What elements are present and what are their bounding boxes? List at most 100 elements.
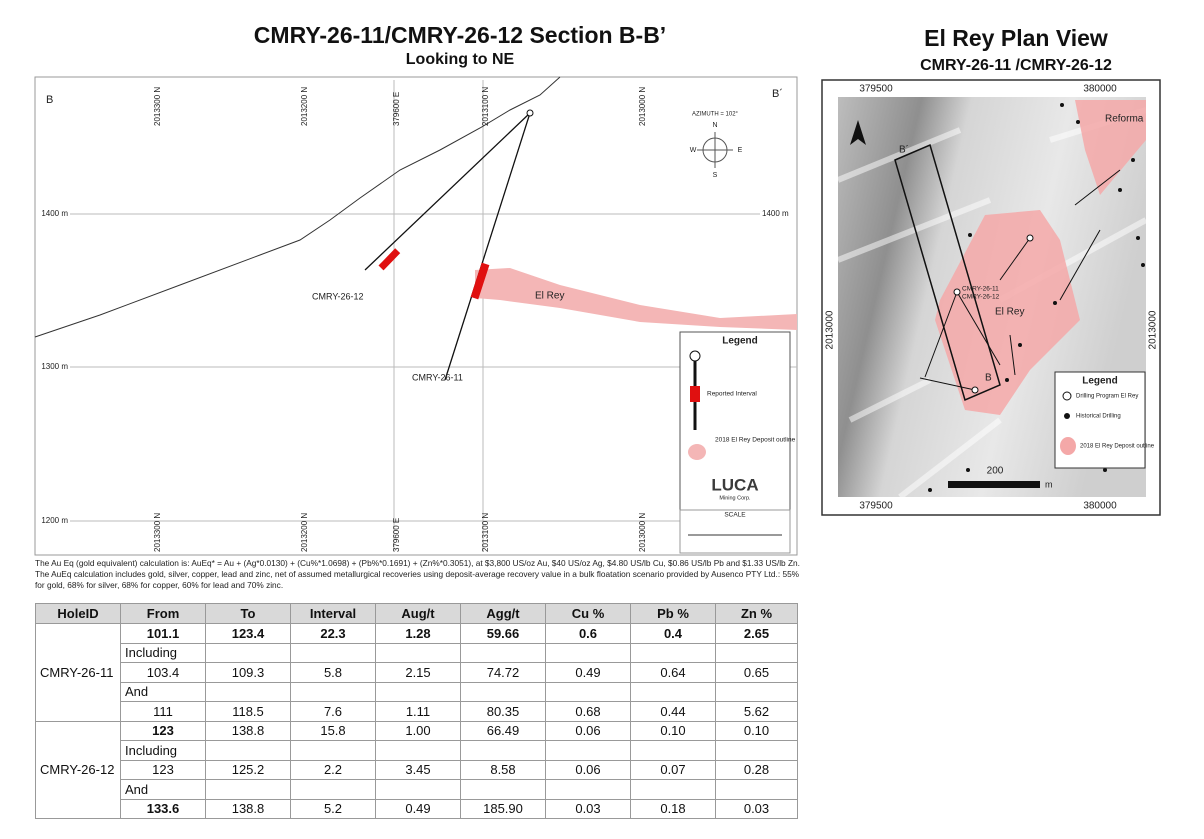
table-cell bbox=[290, 642, 376, 663]
table-cell bbox=[545, 642, 631, 663]
table-cell: 0.03 bbox=[545, 798, 631, 819]
map-coord: 380000 bbox=[1083, 84, 1117, 95]
compass-w: W bbox=[690, 147, 697, 154]
scale-title: SCALE bbox=[724, 512, 746, 519]
table-cell bbox=[460, 740, 546, 761]
table-cell: 138.8 bbox=[205, 798, 291, 819]
map-coord: 2013000 bbox=[1148, 310, 1159, 349]
table-cell: 2.2 bbox=[290, 759, 376, 780]
northing-label: 2013300 N bbox=[153, 513, 162, 552]
table-cell bbox=[630, 740, 716, 761]
map-subtitle: CMRY-26-11 /CMRY-26-12 bbox=[920, 57, 1112, 74]
table-cell: 0.03 bbox=[715, 798, 798, 819]
table-cell: 111 bbox=[120, 701, 206, 722]
corner-label: B´ bbox=[772, 88, 783, 100]
elevation-label: 1300 m bbox=[41, 362, 68, 371]
table-cell: 0.6 bbox=[545, 623, 631, 644]
table-cell: 0.44 bbox=[630, 701, 716, 722]
figures: CMRY-26-11/CMRY-26-12 Section B-B’ Lookin… bbox=[34, 22, 1161, 556]
table-row: 111 118.5 7.6 1.11 80.35 0.68 0.44 5.62 bbox=[36, 701, 798, 722]
northing-label: 2013000 N bbox=[638, 87, 647, 126]
reported-interval bbox=[378, 248, 401, 271]
table-cell bbox=[715, 779, 798, 800]
table-cell: 2.65 bbox=[715, 623, 798, 644]
map-texture bbox=[836, 107, 1148, 500]
elevation-label: 1200 m bbox=[41, 516, 68, 525]
table-cell: 0.68 bbox=[545, 701, 631, 722]
column-header: HoleID bbox=[35, 603, 121, 624]
table-cell bbox=[545, 779, 631, 800]
northing-label: 2013000 N bbox=[638, 513, 647, 552]
table-row: Including bbox=[36, 642, 798, 663]
table-cell: 7.6 bbox=[290, 701, 376, 722]
table-cell bbox=[205, 740, 291, 761]
map-coord: 2013000 bbox=[825, 310, 836, 349]
compass-s: S bbox=[713, 172, 718, 179]
table-cell: 0.49 bbox=[375, 798, 461, 819]
table-cell: 1.11 bbox=[375, 701, 461, 722]
column-header: To bbox=[205, 603, 291, 624]
table-cell: 0.28 bbox=[715, 759, 798, 780]
table-cell bbox=[205, 779, 291, 800]
deposit-label: El Rey bbox=[535, 291, 564, 302]
table-row: 123 125.2 2.2 3.45 8.58 0.06 0.07 0.28 bbox=[36, 759, 798, 780]
table-cell: 103.4 bbox=[120, 662, 206, 683]
logo: LUCA bbox=[711, 475, 758, 494]
table-cell: 0.4 bbox=[630, 623, 716, 644]
table-cell: And bbox=[120, 779, 206, 800]
table-row: And bbox=[36, 779, 798, 800]
table-cell: 138.8 bbox=[205, 720, 291, 741]
table-cell bbox=[460, 779, 546, 800]
table-row: Including bbox=[36, 740, 798, 761]
table-row: 133.6 138.8 5.2 0.49 185.90 0.03 0.18 0.03 bbox=[36, 798, 798, 819]
scale-unit: m bbox=[1045, 479, 1053, 489]
table-cell: 66.49 bbox=[460, 720, 546, 741]
table-cell bbox=[290, 681, 376, 702]
table-cell bbox=[375, 681, 461, 702]
table-cell: 0.10 bbox=[630, 720, 716, 741]
table-cell: 74.72 bbox=[460, 662, 546, 683]
legend-label: 2018 El Rey Deposit outline bbox=[1080, 444, 1155, 450]
table-cell: 0.65 bbox=[715, 662, 798, 683]
footnote: The Au Eq (gold equivalent) calculation … bbox=[35, 558, 800, 590]
table-cell: 101.1 bbox=[120, 623, 206, 644]
legend-label: Drilling Program El Rey bbox=[1076, 394, 1138, 400]
header-row: HoleID From To Interval Aug/t Agg/t Cu % Pb % Zn… bbox=[35, 603, 798, 624]
table-cell bbox=[290, 779, 376, 800]
table-cell bbox=[375, 740, 461, 761]
table-cell: 0.10 bbox=[715, 720, 798, 741]
table-cell bbox=[715, 740, 798, 761]
table-cell: 123.4 bbox=[205, 623, 291, 644]
results-table: HoleID From To Interval Aug/t Agg/t Cu % Pb % Zn… bbox=[35, 603, 798, 819]
deposit-outline bbox=[475, 268, 797, 330]
table-cell: 0.06 bbox=[545, 759, 631, 780]
deposit-outline bbox=[935, 210, 1080, 415]
scale-label: 200 bbox=[987, 466, 1004, 477]
column-header: Interval bbox=[290, 603, 376, 624]
table-row: And bbox=[36, 681, 798, 702]
program-hole bbox=[953, 288, 961, 296]
map-label: B bbox=[985, 373, 992, 384]
table-cell: 8.58 bbox=[460, 759, 546, 780]
table-cell: 3.45 bbox=[375, 759, 461, 780]
table-cell: Including bbox=[120, 642, 206, 663]
table-cell bbox=[715, 681, 798, 702]
program-hole bbox=[971, 386, 979, 394]
northing-label: 2013100 N bbox=[481, 513, 490, 552]
legend-outline bbox=[688, 444, 706, 460]
legend-outline bbox=[1060, 437, 1076, 455]
drill-hole bbox=[444, 112, 531, 381]
logo-sub: Mining Corp. bbox=[719, 495, 751, 501]
column-header: Zn % bbox=[715, 603, 798, 624]
table-cell: 125.2 bbox=[205, 759, 291, 780]
northing-label: 2013100 N bbox=[481, 87, 490, 126]
table-cell: 5.8 bbox=[290, 662, 376, 683]
column-header: Cu % bbox=[545, 603, 631, 624]
compass-n: N bbox=[712, 122, 717, 129]
northing-label: 2013200 N bbox=[300, 87, 309, 126]
table-cell: 59.66 bbox=[460, 623, 546, 644]
drill-hole bbox=[364, 112, 531, 271]
corner-label: B bbox=[46, 94, 53, 106]
table-cell: And bbox=[120, 681, 206, 702]
legend-label: Reported Interval bbox=[707, 391, 757, 398]
